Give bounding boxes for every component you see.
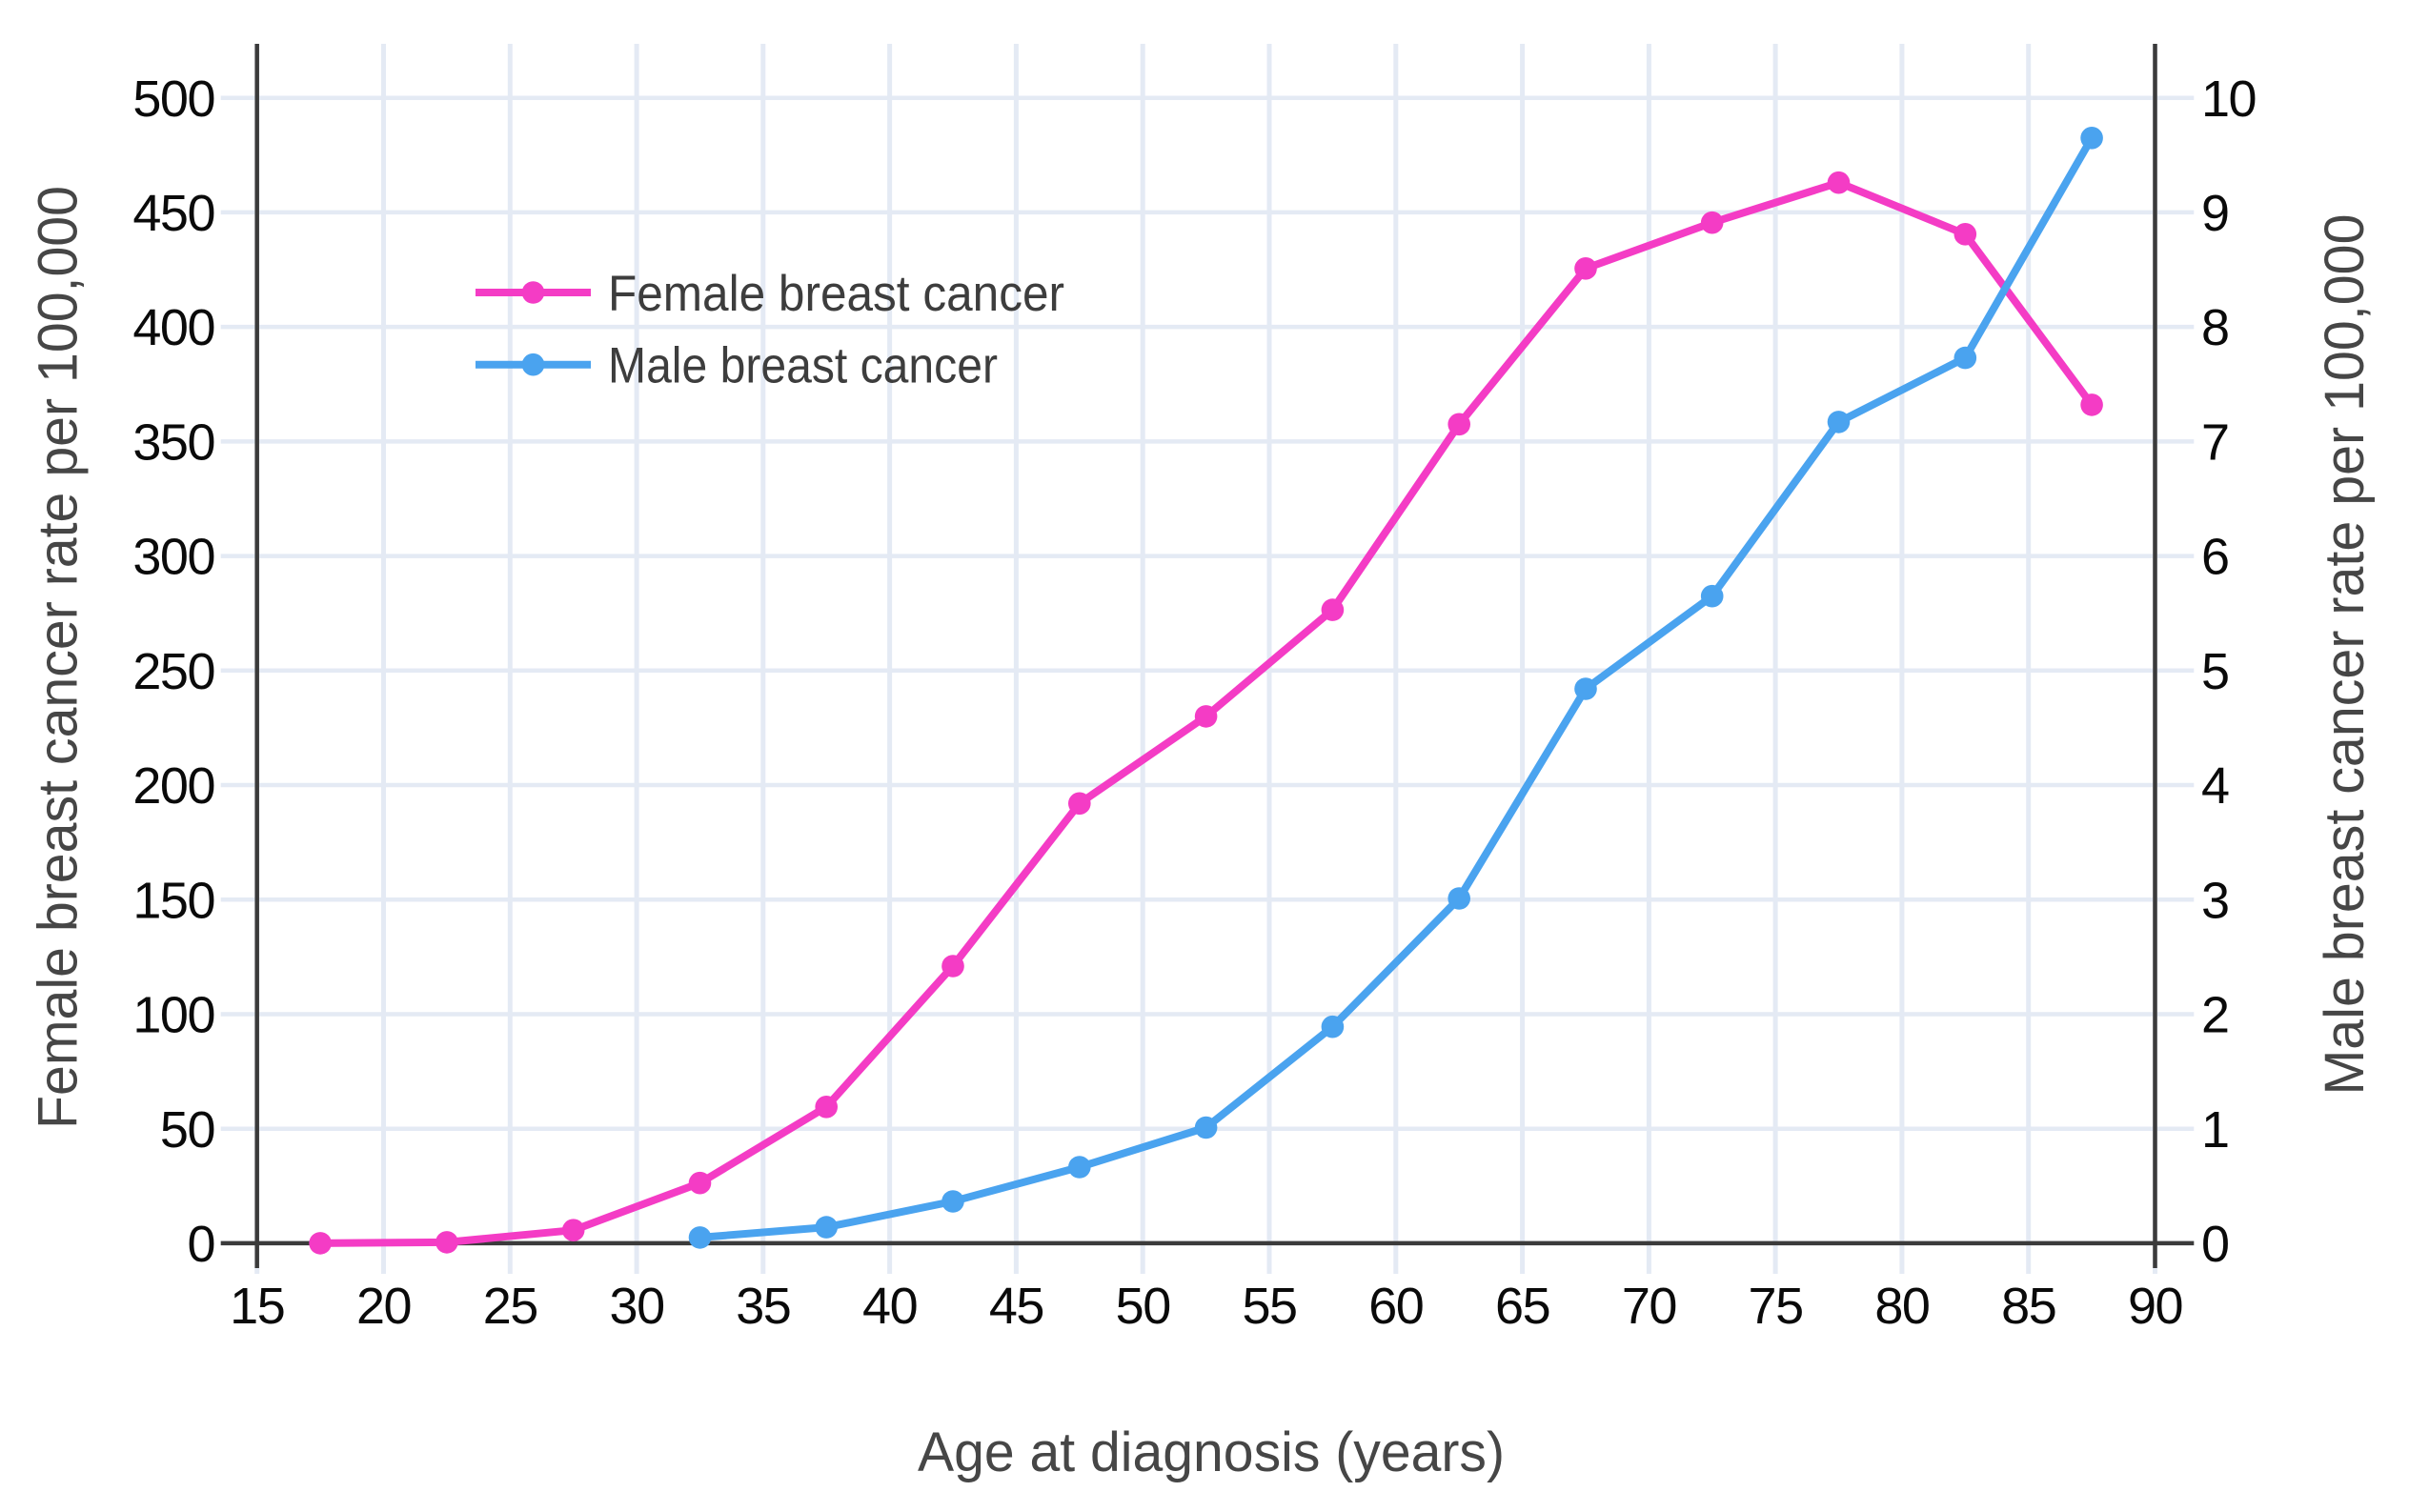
svg-text:90: 90 — [2128, 1278, 2182, 1335]
svg-text:7: 7 — [2201, 414, 2229, 472]
svg-text:300: 300 — [132, 529, 214, 586]
svg-text:65: 65 — [1495, 1278, 1549, 1335]
svg-text:Female breast cancer rate per: Female breast cancer rate per 100,000 — [28, 186, 90, 1129]
svg-text:100: 100 — [132, 987, 214, 1044]
svg-text:50: 50 — [160, 1101, 214, 1159]
svg-text:0: 0 — [2201, 1216, 2229, 1273]
svg-text:45: 45 — [989, 1278, 1043, 1335]
svg-text:150: 150 — [132, 872, 214, 929]
svg-text:25: 25 — [483, 1278, 537, 1335]
svg-text:60: 60 — [1368, 1278, 1423, 1335]
svg-text:15: 15 — [230, 1278, 284, 1335]
svg-text:35: 35 — [736, 1278, 790, 1335]
svg-text:6: 6 — [2201, 529, 2229, 586]
svg-text:Female breast cancer: Female breast cancer — [608, 266, 1064, 322]
svg-text:1: 1 — [2201, 1101, 2229, 1159]
svg-text:250: 250 — [132, 643, 214, 700]
svg-text:20: 20 — [356, 1278, 411, 1335]
svg-text:350: 350 — [132, 414, 214, 472]
svg-text:30: 30 — [610, 1278, 664, 1335]
svg-text:9: 9 — [2201, 185, 2229, 242]
svg-text:2: 2 — [2201, 987, 2229, 1044]
svg-text:5: 5 — [2201, 643, 2229, 700]
svg-text:3: 3 — [2201, 872, 2229, 929]
svg-text:500: 500 — [132, 71, 214, 128]
svg-text:10: 10 — [2201, 71, 2256, 128]
svg-text:85: 85 — [2001, 1278, 2055, 1335]
svg-text:8: 8 — [2201, 299, 2229, 356]
svg-text:450: 450 — [132, 185, 214, 242]
svg-text:80: 80 — [1874, 1278, 1929, 1335]
svg-text:Age at diagnosis (years): Age at diagnosis (years) — [918, 1421, 1505, 1483]
svg-text:55: 55 — [1242, 1278, 1296, 1335]
svg-text:50: 50 — [1116, 1278, 1170, 1335]
svg-text:Male breast cancer: Male breast cancer — [608, 338, 998, 394]
svg-text:400: 400 — [132, 299, 214, 356]
svg-text:4: 4 — [2201, 757, 2229, 815]
svg-text:Male breast cancer rate per 10: Male breast cancer rate per 100,000 — [2314, 214, 2376, 1096]
svg-text:200: 200 — [132, 757, 214, 815]
svg-text:40: 40 — [862, 1278, 917, 1335]
svg-text:75: 75 — [1749, 1278, 1803, 1335]
svg-text:0: 0 — [187, 1216, 214, 1273]
svg-text:70: 70 — [1622, 1278, 1676, 1335]
